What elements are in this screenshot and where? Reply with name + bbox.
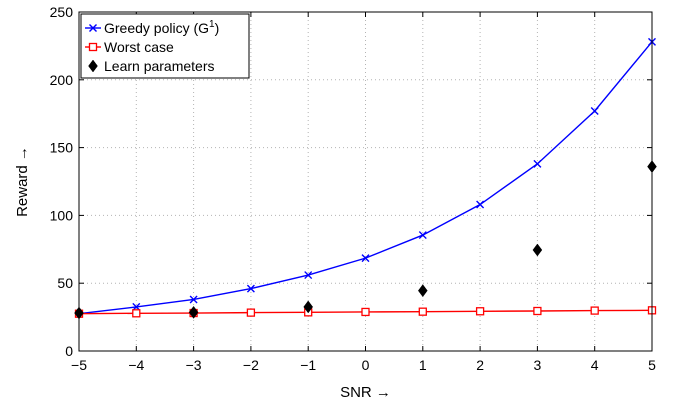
- legend: Greedy policy (G1) Worst case Learn parame…: [80, 13, 250, 79]
- worst-case-point: [475, 307, 485, 316]
- legend-greedy-policy-g-label: Greedy policy (G1): [104, 19, 219, 36]
- y-tick-label: 100: [50, 207, 74, 223]
- x-tick-label: 4: [591, 357, 599, 373]
- x-tick-label: 0: [362, 357, 370, 373]
- x-tick-label: −5: [71, 357, 87, 373]
- y-tick-label: 0: [65, 343, 73, 359]
- greedy-policy-g-point: [361, 254, 370, 263]
- greedy-policy-g-point: [533, 159, 542, 168]
- greedy-policy-g-point: [476, 200, 485, 209]
- worst-case-point: [590, 306, 599, 315]
- legend-box: [80, 13, 250, 79]
- worst-case-point: [361, 307, 370, 317]
- greedy-policy-g-point: [246, 284, 255, 293]
- worst-case-point: [418, 307, 427, 316]
- greedy-policy-g-point: [189, 295, 198, 304]
- greedy-policy-g-point: [304, 271, 313, 280]
- y-axis-label: Reward →: [14, 146, 31, 217]
- learn-parameters-point: [532, 243, 543, 257]
- greedy-policy-g-point: [590, 106, 599, 115]
- greedy-policy-g-point: [418, 231, 427, 240]
- learn-parameters-point: [303, 300, 314, 314]
- worst-case-point: [132, 309, 141, 318]
- legend-worst-case-marker: [88, 42, 98, 52]
- worst-case-point: [533, 306, 542, 316]
- y-tick-label: 50: [57, 275, 73, 291]
- worst-case-point: [246, 308, 256, 317]
- x-tick-label: 1: [419, 357, 427, 373]
- y-tick-label: 150: [50, 140, 74, 156]
- legend-worst-case-label: Worst case: [104, 39, 174, 55]
- legend-greedy-policy-g-marker: [89, 24, 97, 32]
- x-tick-label: 2: [476, 357, 484, 373]
- y-tick-label: 250: [50, 4, 74, 20]
- learn-parameters-point: [188, 305, 199, 319]
- x-tick-label: −3: [186, 357, 202, 373]
- x-tick-label: 5: [648, 357, 656, 373]
- legend-learn-parameters-marker: [88, 59, 98, 73]
- y-tick-label: 200: [50, 72, 74, 88]
- x-tick-label: −4: [128, 357, 144, 373]
- x-tick-label: −2: [243, 357, 259, 373]
- learn-parameters-point: [417, 284, 428, 298]
- x-tick-label: 3: [534, 357, 542, 373]
- legend-learn-parameters-label: Learn parameters: [104, 58, 215, 74]
- x-axis-label: SNR →: [340, 384, 391, 401]
- x-tick-label: −1: [300, 357, 316, 373]
